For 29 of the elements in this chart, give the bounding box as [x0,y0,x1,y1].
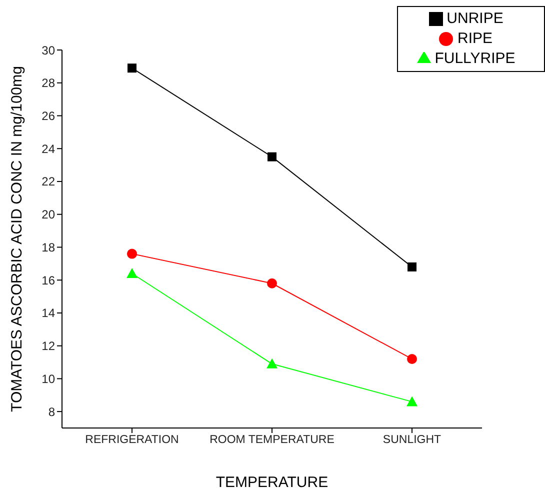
y-tick-label: 14 [42,306,56,320]
x-axis-title: TEMPERATURE [216,474,328,489]
y-tick-label: 16 [42,273,56,288]
point [126,268,138,278]
y-axis-title: TOMATOES ASCORBIC ACID CONC IN mg/100mg [8,66,26,412]
y-tick-label: 8 [48,404,56,419]
point [407,354,417,364]
x-tick-label: SUNLIGHT [382,434,442,446]
point [128,64,136,73]
y-tick-label: 28 [42,76,56,90]
point [406,396,418,406]
legend-label: FULLYRIPE [434,50,516,67]
point [267,278,277,288]
point [266,358,278,368]
y-tick-label: 30 [42,43,56,58]
point [408,262,416,272]
point [127,248,137,259]
legend-label: UNRIPE [446,10,504,27]
y-tick-label: 18 [42,240,56,254]
point [268,152,276,162]
y-tick-label: 26 [42,109,56,123]
y-tick-label: 20 [42,208,56,222]
y-tick-label: 24 [42,142,56,156]
x-tick-label: ROOM TEMPERATURE [210,434,335,446]
legend-label: RIPE [457,30,492,47]
y-tick-label: 10 [42,372,56,386]
x-tick-label: REFRIGERATION [85,434,179,446]
y-tick-label: 12 [42,339,56,354]
y-tick-label: 22 [42,174,56,189]
